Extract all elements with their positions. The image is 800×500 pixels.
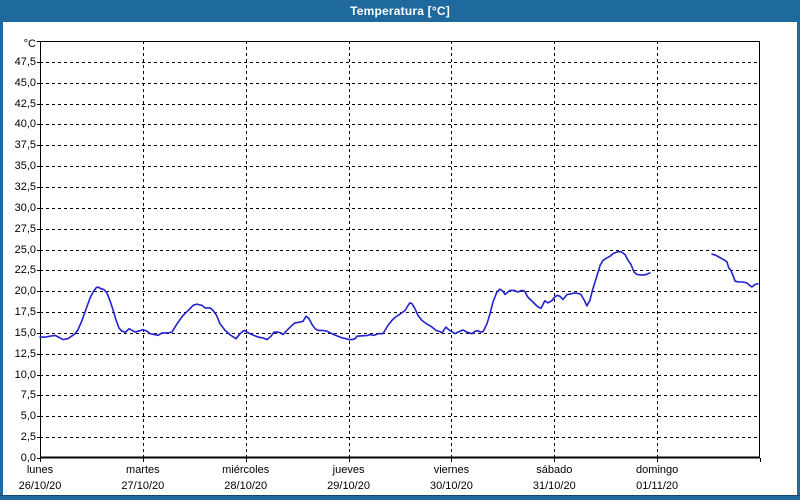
y-tick-label: 20,0 [14, 285, 36, 298]
x-date-label: 29/10/20 [327, 480, 370, 492]
y-tick-label: 22,5 [14, 264, 36, 277]
x-date-label: 28/10/20 [224, 480, 268, 492]
y-tick-label: 12,5 [14, 347, 36, 360]
x-date-label: 26/10/20 [18, 480, 62, 492]
x-date-label: 31/10/20 [532, 480, 576, 492]
y-tick-label: 10,0 [14, 368, 36, 381]
x-day-label: sábado [536, 464, 573, 476]
window-title: Temperatura [°C] [350, 4, 450, 18]
y-tick-label: 7,5 [20, 389, 36, 402]
y-tick-label: 32,5 [14, 180, 36, 193]
x-day-label: martes [126, 464, 160, 476]
window-frame-right [797, 22, 800, 500]
y-axis-unit-label: °C [23, 38, 36, 50]
y-tick-label: 27,5 [14, 222, 36, 235]
x-day-label: miércoles [222, 464, 270, 476]
window-frame-bottom [0, 495, 800, 500]
window-frame-left [0, 22, 3, 500]
y-tick-label: 42,5 [14, 97, 36, 110]
x-day-label: domingo [636, 464, 679, 476]
y-tick-label: 2,5 [20, 431, 36, 444]
y-tick-label: 25,0 [14, 243, 36, 256]
title-bar: Temperatura [°C] [0, 0, 800, 22]
x-date-label: 30/10/20 [430, 480, 473, 492]
y-tick-label: 5,0 [20, 410, 36, 423]
x-day-label: viernes [433, 464, 470, 476]
y-tick-label: 17,5 [14, 306, 36, 319]
x-day-label: lunes [26, 464, 54, 476]
y-tick-label: 40,0 [14, 118, 36, 131]
y-tick-label: 30,0 [14, 201, 36, 214]
x-date-label: 01/11/20 [636, 480, 679, 492]
y-tick-label: 0,0 [20, 452, 36, 464]
y-tick-label: 37,5 [14, 139, 36, 152]
y-tick-label: 15,0 [14, 326, 36, 339]
y-tick-label: 35,0 [14, 160, 36, 173]
y-tick-label: 47,5 [14, 55, 36, 68]
x-date-label: 27/10/20 [121, 480, 165, 492]
x-day-label: jueves [332, 464, 365, 476]
y-tick-label: 45,0 [14, 76, 36, 89]
